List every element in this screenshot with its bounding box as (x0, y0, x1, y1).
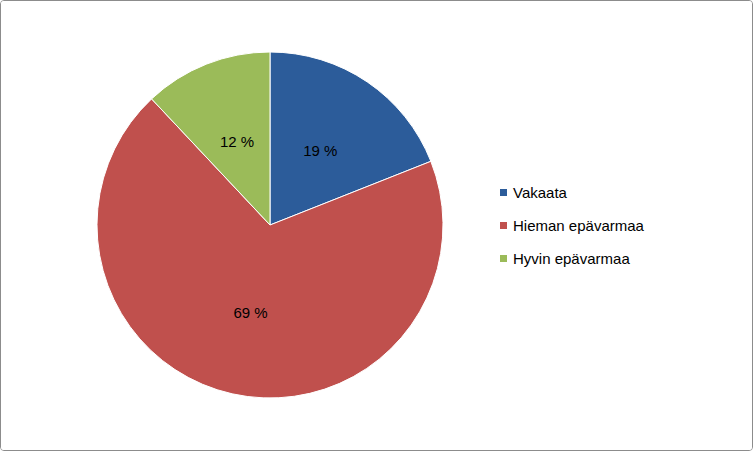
svg-text:12 %: 12 % (220, 133, 254, 150)
svg-text:Hieman epävarmaa: Hieman epävarmaa (513, 217, 645, 234)
svg-text:Hyvin epävarmaa: Hyvin epävarmaa (513, 250, 630, 267)
svg-text:Vakaata: Vakaata (513, 184, 568, 201)
svg-text:69 %: 69 % (233, 304, 267, 321)
svg-text:19 %: 19 % (303, 142, 337, 159)
